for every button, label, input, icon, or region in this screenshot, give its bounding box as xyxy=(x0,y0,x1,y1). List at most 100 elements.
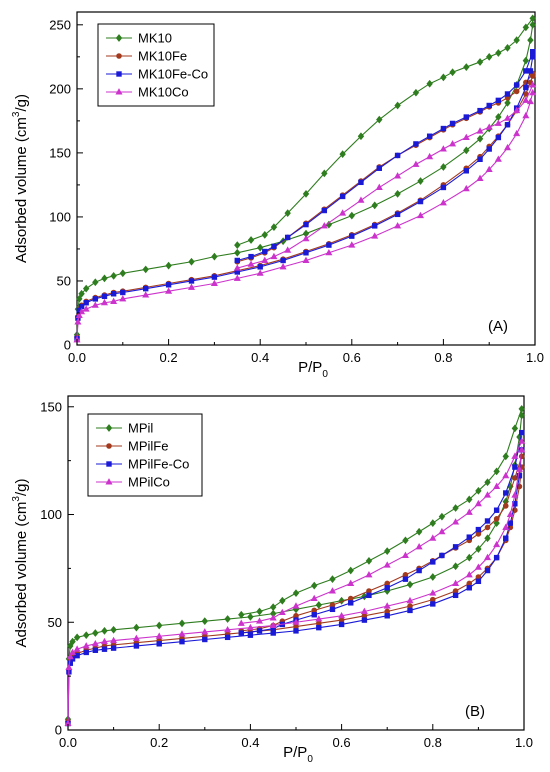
panel-b-mpilfe-co-adsorption-point xyxy=(338,621,345,628)
panel-b-mpilco-adsorption-point xyxy=(132,634,140,641)
panel-b-mpilfe-co-desorption-point xyxy=(256,628,263,634)
panel-a-mk10co-adsorption-point xyxy=(371,232,379,239)
panel-b-mpil-desorption-point xyxy=(475,486,482,495)
panel-b-y-axis-label: Adsorbed volume (cm3/g) xyxy=(11,479,30,648)
panel-a-mk10-desorption-point xyxy=(321,169,328,178)
panel-b-mpil-desorption-line xyxy=(241,408,523,616)
panel-a-mk10-adsorption-point xyxy=(188,257,195,266)
panel-b-mpilfe-co-desorption-point xyxy=(416,567,422,574)
panel-b-mpil-desorption-point xyxy=(402,536,409,545)
panel-a-mk10fe-co-desorption-point xyxy=(413,141,419,147)
panel-b-mpilfe-co-desorption-point xyxy=(348,600,354,606)
panel-b-mpilfe-co-desorption-point xyxy=(329,606,336,613)
panel-a-mk10-adsorption-point xyxy=(92,278,99,287)
panel-b-mpilco-desorption-point xyxy=(328,587,336,594)
panel-a-mk10co-desorption-point xyxy=(476,127,484,134)
panel-a-mk10co-adsorption-point xyxy=(82,305,90,312)
panel-a-mk10fe-co-desorption-point xyxy=(486,102,492,109)
panel-a-mk10co-adsorption-point xyxy=(119,295,127,302)
panel-b-mpil-desorption-point xyxy=(466,495,473,504)
panel-a-mk10-desorption-point xyxy=(261,230,268,239)
panel-a-mk10co-desorption-point xyxy=(426,152,434,160)
panel-a-mk10fe-co-adsorption-point xyxy=(101,293,108,300)
panel-b-legend-swatch-marker xyxy=(106,443,112,449)
panel-a-legend-swatch-marker xyxy=(115,88,123,95)
panel-a-x-tick-label: 0.8 xyxy=(434,350,452,365)
panel-a-x-tick-label: 0.4 xyxy=(251,350,269,365)
panel-b-mpilco-desorption-point xyxy=(365,571,373,578)
panel-a-mk10-desorption-point xyxy=(449,68,456,77)
panel-a-mk10co-adsorption-point xyxy=(256,269,264,276)
panel-a-mk10co-adsorption-point xyxy=(494,155,502,162)
panel-a-mk10fe-co-adsorption-point xyxy=(440,184,447,191)
panel-b-mpilfe-co-desorption-line xyxy=(241,432,523,634)
panel-b-mpil-desorption-point xyxy=(438,512,446,521)
panel-b-mpilco-desorption-point xyxy=(511,452,519,459)
panel-b-mpilco-adsorption-point xyxy=(518,446,526,453)
panel-a-mk10co-desorption-point xyxy=(261,256,269,263)
panel-a-x-axis-label: P/P0 xyxy=(298,359,328,380)
panel-b-mpil-adsorption-point xyxy=(338,596,345,605)
panel-b-y-tick-label: 0 xyxy=(55,723,62,738)
panel-a-mk10-desorption-point xyxy=(426,79,433,88)
panel-b-mpilfe-co-desorption-point xyxy=(519,429,525,436)
panel-b-mpilfe-co-desorption-point xyxy=(430,559,436,565)
panel-a-mk10-desorption-point xyxy=(302,189,310,198)
panel-a-mk10fe-co-desorption-point xyxy=(234,257,240,264)
panel-a-mk10co-desorption-point xyxy=(357,196,365,203)
panel-b-mpilfe-co-adsorption-point xyxy=(384,613,390,619)
panel-b-mpilfe-co-adsorption-point xyxy=(202,636,208,643)
panel-a-mk10-adsorption-point xyxy=(142,265,149,274)
panel-b-mpil-desorption-point xyxy=(429,519,436,528)
panel-b-mpil-adsorption-point xyxy=(484,534,491,543)
panel-a-axes: 0.0 0.2 0.4 0.6 0.8 1.0 0 50 100 150 200 250 xyxy=(49,17,544,365)
panel-b-mpilfe-co-adsorption-point xyxy=(452,592,459,599)
panel-b-mpilco-desorption-point xyxy=(452,518,460,525)
panel-b-x-axis-label: P/P0 xyxy=(283,744,313,765)
panel-a-mk10fe-co-adsorption-point xyxy=(257,264,263,270)
panel-a-mk10co-desorption-point xyxy=(284,246,292,253)
panel-b-mpilco-adsorption-point xyxy=(502,523,510,530)
panel-b-mpilco-adsorption-point xyxy=(511,491,519,498)
panel-a-mk10fe-co-desorption-line xyxy=(237,51,534,261)
panel-a-mk10co-desorption-point xyxy=(302,234,310,242)
panel-a-mk10fe-co-desorption-point xyxy=(271,243,277,250)
panel-a-mk10co-adsorption-point xyxy=(462,184,470,192)
panel-b-mpilco-adsorption-point xyxy=(69,648,77,655)
panel-b-mpilco-adsorption-point xyxy=(506,510,514,518)
panel-a-mk10co-adsorption-point xyxy=(325,248,333,256)
panel-a-y-tick-label: 100 xyxy=(49,209,71,224)
panel-b-legend-label: MPilFe-Co xyxy=(128,457,189,472)
panel-a-mk10-adsorption-point xyxy=(82,284,90,293)
panel-b-mpilco-desorption-point xyxy=(502,471,510,479)
panel-a-mk10-desorption-point xyxy=(486,52,493,61)
panel-b-mpilco-desorption-point xyxy=(493,482,501,490)
panel-a-y-tick-label: 150 xyxy=(49,145,71,160)
panel-a-mk10co-adsorption-point xyxy=(210,279,218,287)
panel-b-mpilco-adsorption-point xyxy=(360,607,368,614)
panel-a-mk10-adsorption-point xyxy=(76,295,83,303)
panel-b-mpilfe-co-desorption-point xyxy=(493,507,500,513)
panel-a-mk10fe-co-desorption-point xyxy=(477,107,483,114)
panel-b-mpilco-adsorption-point xyxy=(484,553,492,561)
panel-b-mpilfe-co-desorption-point xyxy=(366,592,372,599)
panel-b-mpil-adsorption-point xyxy=(73,633,81,642)
panel-a-mk10co-desorption-point xyxy=(504,114,512,121)
panel-a-mk10fe-co-adsorption-point xyxy=(527,68,534,74)
panel-a-y-axis-label: Adsorbed volume (cm3/g) xyxy=(11,94,30,263)
panel-a-mk10fe-co-adsorption-point xyxy=(120,289,126,296)
panel-a-mk10co-desorption-point xyxy=(439,145,447,152)
panel-b-mpil-adsorption-point xyxy=(466,553,473,562)
panel-b-mpilco-desorption-point xyxy=(269,614,277,621)
panel-a-mk10co-desorption-point xyxy=(270,252,278,260)
panel-a-mk10fe-co-desorption-point xyxy=(248,253,254,260)
panel-b-mpil-adsorption-point xyxy=(201,617,208,626)
panel-b-x-tick-label: 0.6 xyxy=(333,735,351,750)
panel-a-mk10co-desorption-point xyxy=(394,172,402,179)
panel-b-mpilco-adsorption-point xyxy=(338,611,346,619)
panel-a-mk10co-desorption-point xyxy=(529,81,537,88)
panel-b-mpilfe-co-desorption-point xyxy=(452,544,459,550)
panel-b-mpilfe-desorption-point xyxy=(502,503,509,509)
panel-b-mpilco-adsorption-point xyxy=(292,618,300,625)
